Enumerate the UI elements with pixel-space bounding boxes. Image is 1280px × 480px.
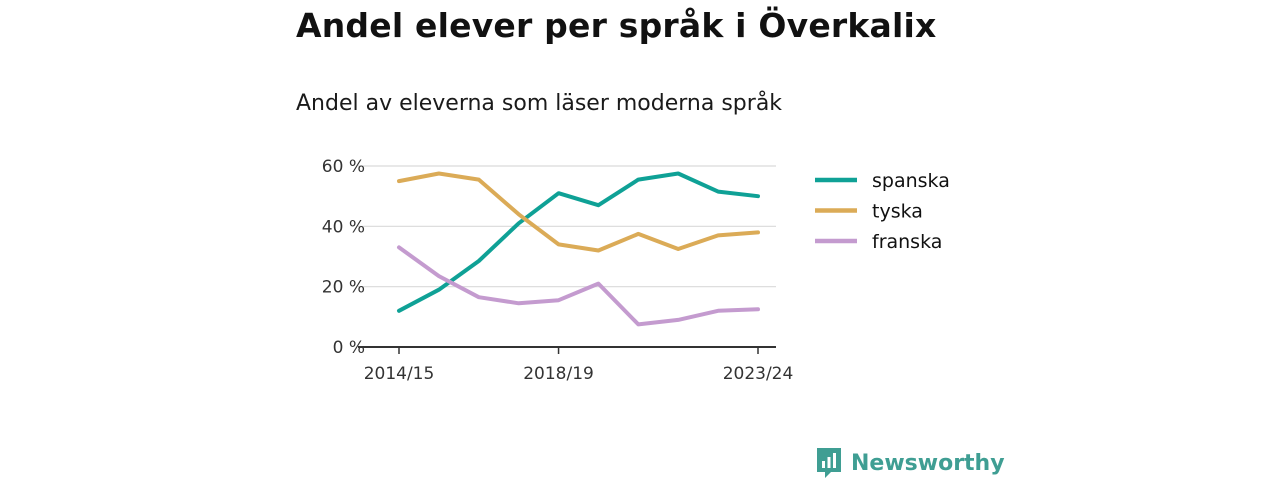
chart-subtitle: Andel av eleverna som läser moderna språ… [296, 91, 783, 116]
y-tick-label: 40 % [322, 217, 365, 237]
y-tick-label: 60 % [322, 157, 365, 177]
newsworthy-logo: Newsworthy [815, 446, 1005, 480]
legend-label-spanska: spanska [872, 170, 950, 192]
legend-label-tyska: tyska [872, 201, 923, 223]
series-lines [397, 171, 760, 327]
chart-title: Andel elever per språk i Överkalix [296, 6, 937, 45]
x-tick-label: 2018/19 [523, 364, 594, 384]
series-line-tyska [397, 171, 760, 253]
series-line-franska [397, 245, 760, 327]
x-tick-label: 2014/15 [364, 364, 435, 384]
series-line-spanska [397, 171, 760, 313]
grid-lines [358, 165, 776, 288]
y-tick-label: 0 % [333, 338, 365, 358]
legend: spanska tyska franska [815, 170, 950, 253]
legend-label-franska: franska [872, 231, 942, 253]
y-tick-label: 20 % [322, 278, 365, 298]
x-tick-label: 2023/24 [723, 364, 794, 384]
brand-name: Newsworthy [851, 450, 1005, 476]
axes: 0 % 20 % 40 % 60 % 2014/15 2018/19 2023/24 [322, 157, 794, 384]
newsworthy-logo-icon [817, 448, 841, 478]
